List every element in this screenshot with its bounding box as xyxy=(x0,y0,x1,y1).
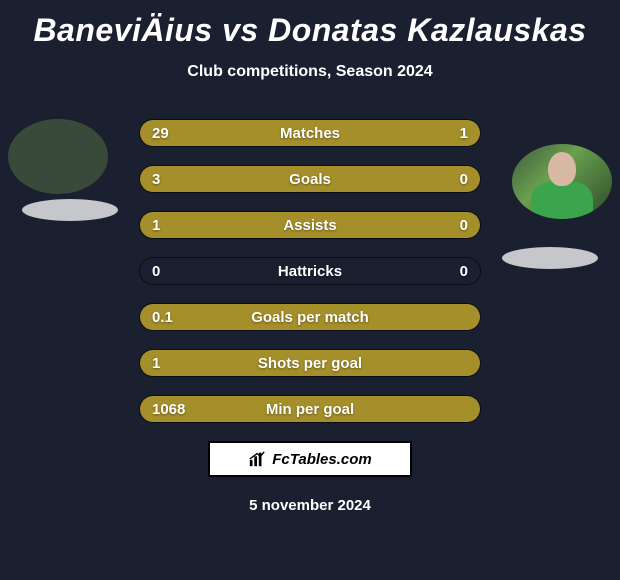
player-left-avatar xyxy=(8,119,108,194)
stat-row: 30Goals xyxy=(139,165,481,193)
page-title: BaneviÄius vs Donatas Kazlauskas xyxy=(0,0,620,49)
player-left-shadow xyxy=(22,199,118,221)
stat-label: Min per goal xyxy=(140,396,480,423)
stat-bars: 291Matches 30Goals 10Assists 00Hattricks 0.1… xyxy=(139,119,481,423)
stat-label: Goals xyxy=(140,166,480,193)
stat-label: Hattricks xyxy=(140,258,480,285)
stat-label: Shots per goal xyxy=(140,350,480,377)
stat-row: 1Shots per goal xyxy=(139,349,481,377)
stat-label: Assists xyxy=(140,212,480,239)
brand-badge: FcTables.com xyxy=(208,441,412,477)
bars-icon xyxy=(248,450,266,468)
stat-label: Goals per match xyxy=(140,304,480,331)
date-text: 5 november 2024 xyxy=(0,497,620,514)
stat-row: 1068Min per goal xyxy=(139,395,481,423)
stat-row: 291Matches xyxy=(139,119,481,147)
player-right-shadow xyxy=(502,247,598,269)
stat-row: 0.1Goals per match xyxy=(139,303,481,331)
stat-row: 10Assists xyxy=(139,211,481,239)
brand-text: FcTables.com xyxy=(272,451,371,468)
player-right-avatar xyxy=(512,144,612,219)
comparison-arena: 291Matches 30Goals 10Assists 00Hattricks 0.1… xyxy=(0,119,620,423)
stat-label: Matches xyxy=(140,120,480,147)
subtitle: Club competitions, Season 2024 xyxy=(0,63,620,81)
stat-row: 00Hattricks xyxy=(139,257,481,285)
